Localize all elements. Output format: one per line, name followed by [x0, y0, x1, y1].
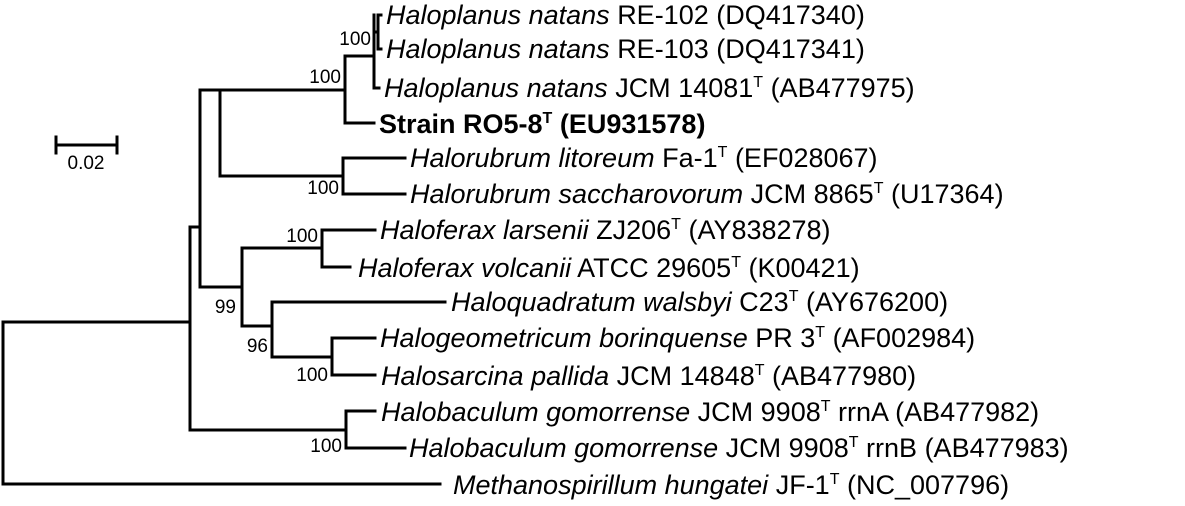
bootstrap-halorubrum: 100: [307, 178, 339, 199]
taxon-label-outgroup: Methanospirillum hungatei JF-1T (NC_0077…: [453, 470, 1009, 500]
scale-bar-label: 0.02: [68, 153, 105, 174]
taxon-label: Haloquadratum walsbyi C23T (AY676200): [451, 287, 948, 317]
taxon-label: Haloplanus natans RE-103 (DQ417341): [386, 34, 865, 64]
taxon-label: Halogeometricum borinquense PR 3T (AF002…: [380, 323, 975, 353]
taxon-label: Halobaculum gomorrense JCM 9908T rrnB (A…: [409, 433, 1069, 463]
taxon-label: Haloferax volcanii ATCC 29605T (K00421): [358, 253, 860, 283]
taxon-label: Halosarcina pallida JCM 14848T (AB477980…: [381, 361, 916, 391]
taxon-label: Halorubrum litoreum Fa-1T (EF028067): [410, 143, 878, 173]
bootstrap-labels: 100 100 100 100 99 96 100 100: [215, 29, 371, 457]
taxon-label: Haloplanus natans JCM 14081T (AB477975): [384, 73, 915, 103]
bootstrap-haloplanus-re: 100: [339, 29, 371, 50]
taxon-label: Haloplanus natans RE-102 (DQ417340): [386, 0, 865, 30]
bootstrap-quadratum-group: 96: [247, 336, 268, 357]
taxon-label: Halobaculum gomorrense JCM 9908T rrnA (A…: [381, 397, 1039, 427]
taxon-label-new-strain: Strain RO5-8T (EU931578): [379, 109, 705, 139]
taxon-label: Halorubrum saccharovorum JCM 8865T (U173…: [410, 179, 1004, 209]
taxon-label: Haloferax larsenii ZJ206T (AY838278): [380, 215, 831, 245]
tree-branches: [1, 13, 447, 486]
bootstrap-ferax-group: 99: [215, 297, 236, 318]
bootstrap-haloplanus-clade: 100: [309, 67, 341, 88]
scale-bar: 0.02: [54, 135, 119, 174]
taxon-labels: Haloplanus natans RE-102 (DQ417340) Halo…: [358, 0, 1069, 500]
bootstrap-geometricum-sarcina: 100: [296, 365, 328, 386]
bootstrap-haloferax: 100: [286, 226, 318, 247]
bootstrap-halobaculum: 100: [310, 436, 342, 457]
